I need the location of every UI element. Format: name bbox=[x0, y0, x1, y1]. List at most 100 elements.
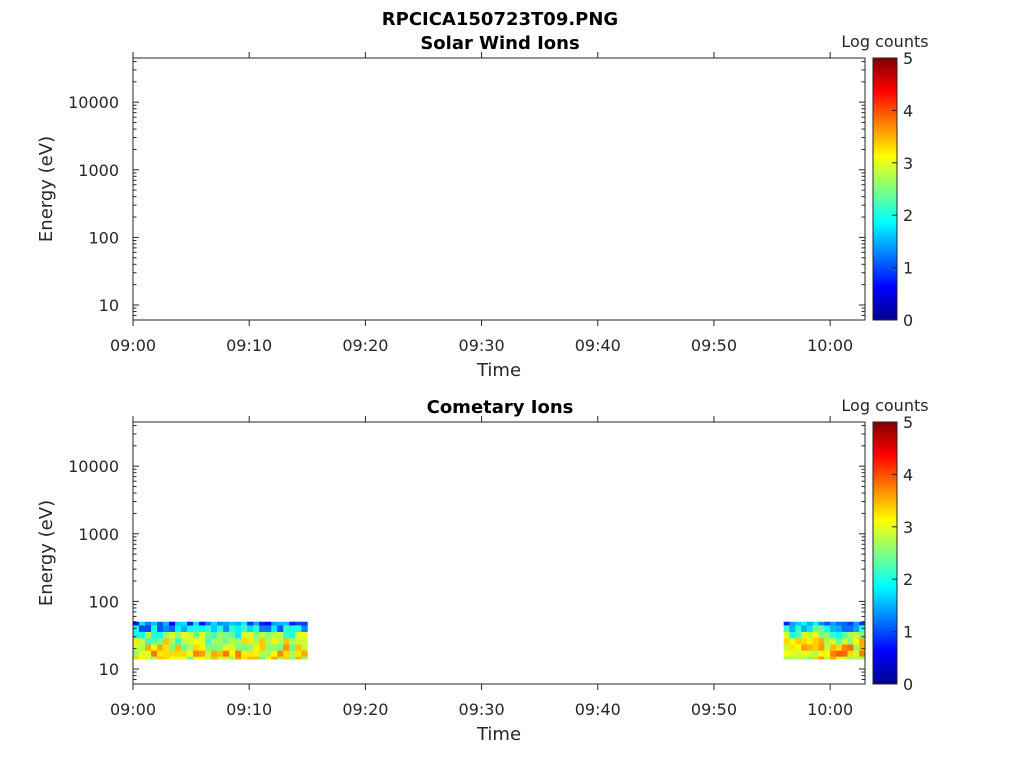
data-cell bbox=[235, 625, 242, 632]
colorbar-tick-label: 5 bbox=[903, 413, 913, 432]
data-cell bbox=[830, 621, 837, 626]
data-cell bbox=[139, 621, 146, 626]
data-cell bbox=[187, 644, 194, 651]
data-cell bbox=[241, 631, 248, 639]
x-tick-label: 10:00 bbox=[807, 700, 853, 719]
data-cell bbox=[830, 656, 837, 660]
data-cell bbox=[283, 621, 290, 626]
y-axis-ticks: 10 100 1000 10000 bbox=[68, 424, 865, 685]
data-cell bbox=[783, 625, 790, 632]
data-cell bbox=[229, 625, 236, 632]
data-cell bbox=[145, 637, 152, 645]
data-cell bbox=[199, 621, 206, 626]
plot-frame bbox=[132, 421, 866, 685]
data-cell bbox=[806, 650, 814, 657]
data-cell bbox=[289, 631, 296, 639]
data-cell bbox=[795, 631, 802, 639]
data-cell bbox=[235, 637, 242, 645]
data-cell bbox=[139, 650, 146, 657]
data-cell bbox=[301, 650, 308, 657]
data-cell bbox=[801, 631, 808, 639]
colorbar-tick-label: 4 bbox=[903, 465, 913, 484]
colorbar-scale bbox=[872, 421, 898, 685]
data-cell bbox=[139, 656, 146, 660]
x-axis-label: Time bbox=[476, 360, 521, 381]
data-cell bbox=[151, 650, 158, 657]
x-tick-label: 09:20 bbox=[342, 336, 388, 355]
data-cell bbox=[163, 625, 170, 632]
data-cell bbox=[241, 656, 248, 660]
colorbar-tick-label: 3 bbox=[903, 518, 913, 537]
x-axis-label: Time bbox=[476, 724, 521, 745]
data-cell bbox=[277, 631, 284, 639]
data-cell bbox=[295, 656, 302, 660]
colorbar: 0 1 2 3 4 5 bbox=[872, 413, 913, 694]
x-tick-label: 09:00 bbox=[110, 700, 156, 719]
data-cell bbox=[187, 631, 194, 639]
data-cell bbox=[217, 656, 224, 660]
data-cell bbox=[253, 631, 260, 639]
data-cell bbox=[265, 621, 272, 626]
colorbar-tick-label: 5 bbox=[903, 49, 913, 68]
data-cell bbox=[841, 637, 848, 645]
data-cell bbox=[841, 644, 848, 651]
data-cell bbox=[223, 656, 230, 660]
data-cell bbox=[259, 644, 266, 651]
data-cell bbox=[818, 621, 825, 626]
data-cell bbox=[181, 621, 188, 626]
data-cell bbox=[801, 621, 808, 626]
data-cell bbox=[835, 637, 843, 645]
data-cell bbox=[818, 656, 825, 660]
data-cell bbox=[801, 625, 808, 632]
data-cell bbox=[824, 637, 831, 645]
data-cell bbox=[295, 637, 302, 645]
data-cell bbox=[818, 644, 825, 651]
data-cell bbox=[157, 650, 164, 657]
data-cell bbox=[818, 650, 825, 657]
data-cell bbox=[217, 631, 224, 639]
data-cell bbox=[157, 621, 164, 626]
data-cell bbox=[801, 644, 808, 651]
data-cell bbox=[247, 650, 254, 657]
data-cell bbox=[812, 644, 819, 651]
data-cell bbox=[259, 656, 266, 660]
data-cell bbox=[859, 650, 866, 657]
data-cell bbox=[277, 650, 284, 657]
figure-title: RPCICA150723T09.PNG bbox=[382, 9, 618, 30]
colorbar-tick-label: 0 bbox=[903, 675, 913, 694]
data-cell bbox=[247, 637, 254, 645]
data-cell bbox=[205, 625, 212, 632]
data-cell bbox=[853, 631, 860, 639]
data-cell bbox=[301, 621, 308, 626]
data-cell bbox=[163, 621, 170, 626]
data-cell bbox=[175, 656, 182, 660]
data-cell bbox=[151, 656, 158, 660]
colorbar-scale bbox=[872, 57, 898, 321]
data-cell bbox=[211, 656, 218, 660]
data-cell bbox=[801, 650, 808, 657]
data-cell bbox=[824, 644, 831, 651]
data-cell bbox=[181, 650, 188, 657]
data-cell bbox=[295, 621, 302, 626]
data-cell bbox=[169, 625, 176, 632]
data-cell bbox=[824, 631, 831, 639]
data-block bbox=[133, 621, 308, 660]
data-cell bbox=[157, 631, 164, 639]
y-axis-label: Energy (eV) bbox=[36, 136, 57, 242]
data-cell bbox=[289, 625, 296, 632]
data-cell bbox=[789, 631, 796, 639]
data-cell bbox=[841, 650, 848, 657]
data-cell bbox=[830, 650, 837, 657]
data-cell bbox=[271, 656, 278, 660]
data-cell bbox=[271, 644, 278, 651]
data-cell bbox=[271, 625, 278, 632]
colorbar-tick-label: 4 bbox=[903, 101, 913, 120]
data-cell bbox=[283, 644, 290, 651]
data-cell bbox=[169, 650, 176, 657]
data-cell bbox=[847, 650, 854, 657]
data-cell bbox=[277, 625, 284, 632]
data-cell bbox=[271, 621, 278, 626]
data-cell bbox=[789, 650, 796, 657]
data-cell bbox=[265, 625, 272, 632]
y-axis-ticks: 10 100 1000 10000 bbox=[68, 60, 865, 321]
